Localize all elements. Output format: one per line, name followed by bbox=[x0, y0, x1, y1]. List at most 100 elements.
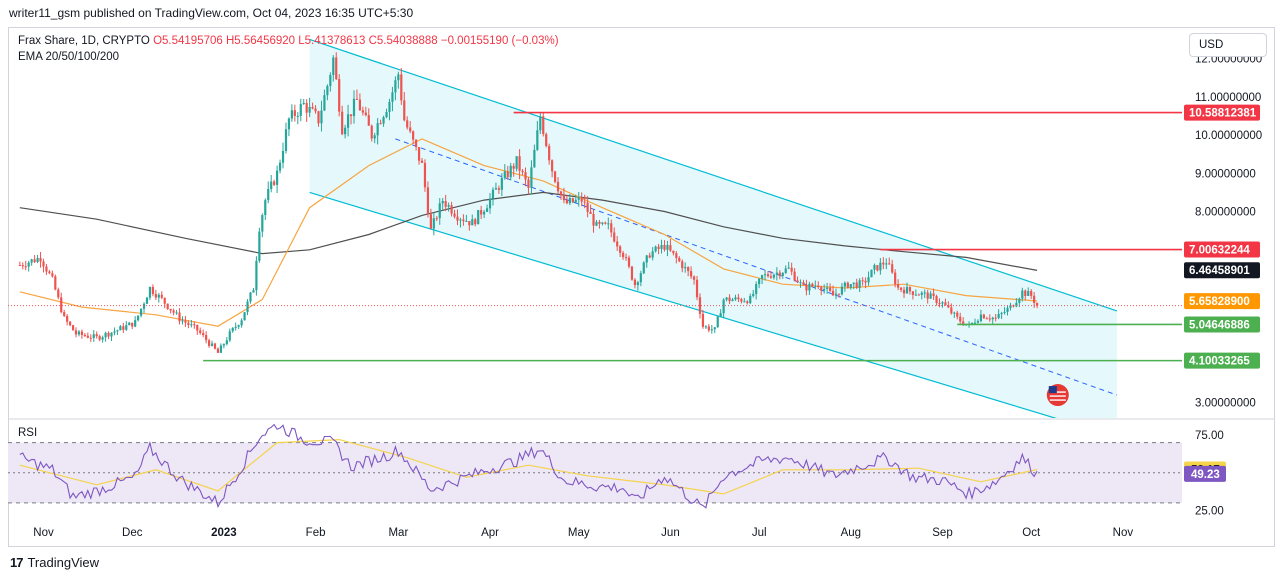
candle-body bbox=[607, 223, 610, 225]
candle-body bbox=[205, 335, 208, 341]
candle-body bbox=[483, 211, 486, 215]
candle-body bbox=[352, 98, 356, 117]
candle-body bbox=[494, 188, 498, 190]
candle-body bbox=[175, 312, 178, 314]
candle-body bbox=[938, 302, 941, 304]
currency-button[interactable]: USD bbox=[1189, 33, 1267, 57]
candle-body bbox=[802, 282, 805, 285]
candle-body bbox=[139, 308, 143, 316]
candle-body bbox=[113, 331, 116, 333]
rsi-title[interactable]: RSI bbox=[18, 427, 38, 439]
candle-body bbox=[1033, 295, 1036, 303]
candle-body bbox=[923, 292, 926, 294]
candle-body bbox=[775, 272, 778, 275]
candle-body bbox=[302, 102, 305, 105]
candle-body bbox=[539, 116, 542, 131]
candle-body bbox=[184, 320, 187, 323]
indicator-legend[interactable]: EMA 20/50/100/200 bbox=[18, 51, 120, 63]
candle-body bbox=[57, 289, 60, 298]
time-tick-label: Apr bbox=[481, 527, 499, 539]
candle-body bbox=[713, 327, 716, 330]
candle-body bbox=[728, 297, 731, 302]
candle-body bbox=[1015, 302, 1018, 307]
price-tick-label: 3.00000000 bbox=[1195, 398, 1256, 410]
candle-body bbox=[1030, 291, 1033, 296]
candle-body bbox=[515, 156, 518, 169]
rsi-tick-label: 75.00 bbox=[1195, 430, 1224, 442]
candle-body bbox=[897, 284, 900, 288]
candle-body bbox=[956, 312, 959, 317]
low-value: L5.41378613 bbox=[298, 35, 366, 47]
candle-body bbox=[432, 218, 435, 229]
candle-body bbox=[503, 171, 506, 178]
candle-body bbox=[814, 285, 817, 287]
time-tick-label: Jun bbox=[661, 527, 680, 539]
candle-body bbox=[787, 267, 790, 269]
price-tick-label: 9.00000000 bbox=[1195, 168, 1256, 180]
candle-body bbox=[613, 232, 616, 242]
candle-body bbox=[137, 315, 140, 321]
candle-body bbox=[619, 246, 622, 253]
candle-body bbox=[287, 118, 291, 130]
candle-body bbox=[743, 301, 746, 303]
candle-body bbox=[660, 244, 663, 249]
candle-body bbox=[145, 297, 149, 304]
candle-body bbox=[879, 262, 882, 271]
candle-body bbox=[465, 221, 468, 223]
candle-body bbox=[92, 334, 95, 339]
rsi-value-tag bbox=[1184, 465, 1226, 482]
candle-body bbox=[580, 197, 583, 202]
candle-body bbox=[500, 177, 503, 190]
candle-body bbox=[867, 277, 870, 283]
candle-body bbox=[116, 330, 119, 332]
price-tick-label: 10.00000000 bbox=[1195, 130, 1262, 142]
candle-body bbox=[63, 312, 66, 316]
candle-body bbox=[642, 262, 645, 274]
us-flag-canton bbox=[1048, 386, 1057, 394]
candle-body bbox=[533, 149, 536, 168]
candle-body bbox=[536, 130, 539, 150]
price-tag bbox=[1184, 316, 1260, 333]
candle-body bbox=[60, 297, 63, 313]
candle-body bbox=[616, 241, 619, 247]
footer-brand[interactable]: 17 TradingView bbox=[10, 555, 99, 570]
candle-body bbox=[914, 294, 917, 296]
candle-body bbox=[947, 305, 950, 308]
candle-body bbox=[571, 198, 574, 203]
candle-body bbox=[624, 257, 628, 259]
candle-body bbox=[941, 302, 944, 304]
candle-body bbox=[796, 280, 799, 283]
candle-body bbox=[690, 271, 693, 277]
candle-body bbox=[524, 172, 527, 180]
candle-body bbox=[225, 340, 228, 345]
candle-body bbox=[598, 221, 601, 224]
symbol-name[interactable]: Frax Share, 1D, CRYPTO bbox=[18, 35, 150, 47]
candle-body bbox=[474, 219, 477, 225]
candle-body bbox=[101, 337, 104, 340]
candle-body bbox=[565, 200, 569, 204]
candle-body bbox=[899, 287, 903, 290]
candle-body bbox=[734, 297, 737, 300]
candle-body bbox=[258, 231, 261, 261]
candle-body bbox=[110, 332, 113, 337]
candle-body bbox=[308, 106, 311, 113]
candle-body bbox=[973, 322, 977, 324]
candle-body bbox=[953, 312, 956, 314]
time-tick-label: Jul bbox=[752, 527, 767, 539]
candle-body bbox=[181, 320, 184, 322]
candle-body bbox=[917, 294, 920, 296]
candle-body bbox=[273, 181, 276, 185]
candle-body bbox=[781, 272, 784, 276]
candle-body bbox=[1000, 312, 1003, 314]
price-tag bbox=[1184, 293, 1260, 310]
candle-body bbox=[426, 187, 430, 215]
candle-body bbox=[237, 325, 240, 327]
candle-body bbox=[846, 282, 849, 288]
candle-body bbox=[749, 295, 752, 304]
candle-body bbox=[160, 294, 163, 298]
candle-body bbox=[382, 117, 385, 124]
candle-body bbox=[80, 331, 84, 336]
candle-body bbox=[592, 213, 595, 226]
candle-body bbox=[763, 274, 767, 276]
